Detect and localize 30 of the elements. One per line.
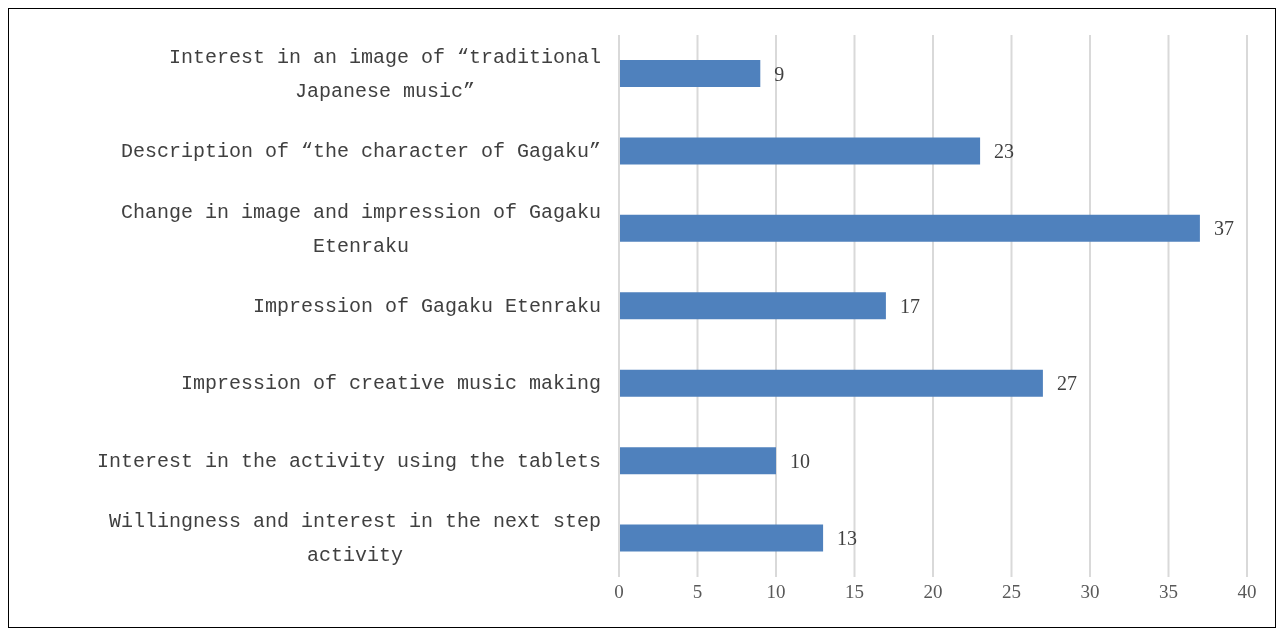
data-label: 10 [790, 449, 810, 472]
bar [619, 60, 761, 87]
x-tick-label: 20 [923, 581, 943, 603]
bar [619, 447, 776, 475]
x-tick-label: 30 [1080, 581, 1100, 603]
y-tick-label: Impression of Gagaku Etenraku [252, 294, 601, 318]
y-tick-label: Willingness and interest in the next step activity [108, 509, 602, 567]
x-tick-label: 35 [1159, 581, 1178, 603]
x-tick-label: 10 [766, 581, 786, 603]
y-tick-label: Interest in the activity using the tablets [96, 449, 601, 473]
bar [619, 369, 1043, 397]
bar [619, 214, 1200, 242]
x-tick-label: 5 [692, 581, 703, 603]
data-label: 23 [994, 140, 1015, 163]
data-label: 27 [1056, 372, 1077, 395]
data-label: 9 [774, 62, 785, 85]
bar [619, 137, 981, 165]
x-tick-label: 25 [1002, 581, 1021, 603]
x-tick-label: 15 [845, 581, 864, 603]
y-tick-label: Impression of creative music making [180, 371, 601, 395]
y-tick-label: Change in image and impression of Gagaku Etenraku [120, 200, 602, 258]
x-tick-label: 0 [614, 581, 624, 603]
data-label: 13 [837, 527, 858, 550]
bar [619, 524, 824, 552]
y-tick-label: Description of “the character of Gagaku” [120, 139, 601, 163]
data-label: 37 [1213, 217, 1234, 240]
bar [619, 292, 886, 320]
y-tick-label: Interest in an image of “traditional Japanese music” [168, 45, 602, 103]
x-tick-label: 40 [1237, 581, 1257, 603]
data-label: 17 [899, 294, 920, 317]
